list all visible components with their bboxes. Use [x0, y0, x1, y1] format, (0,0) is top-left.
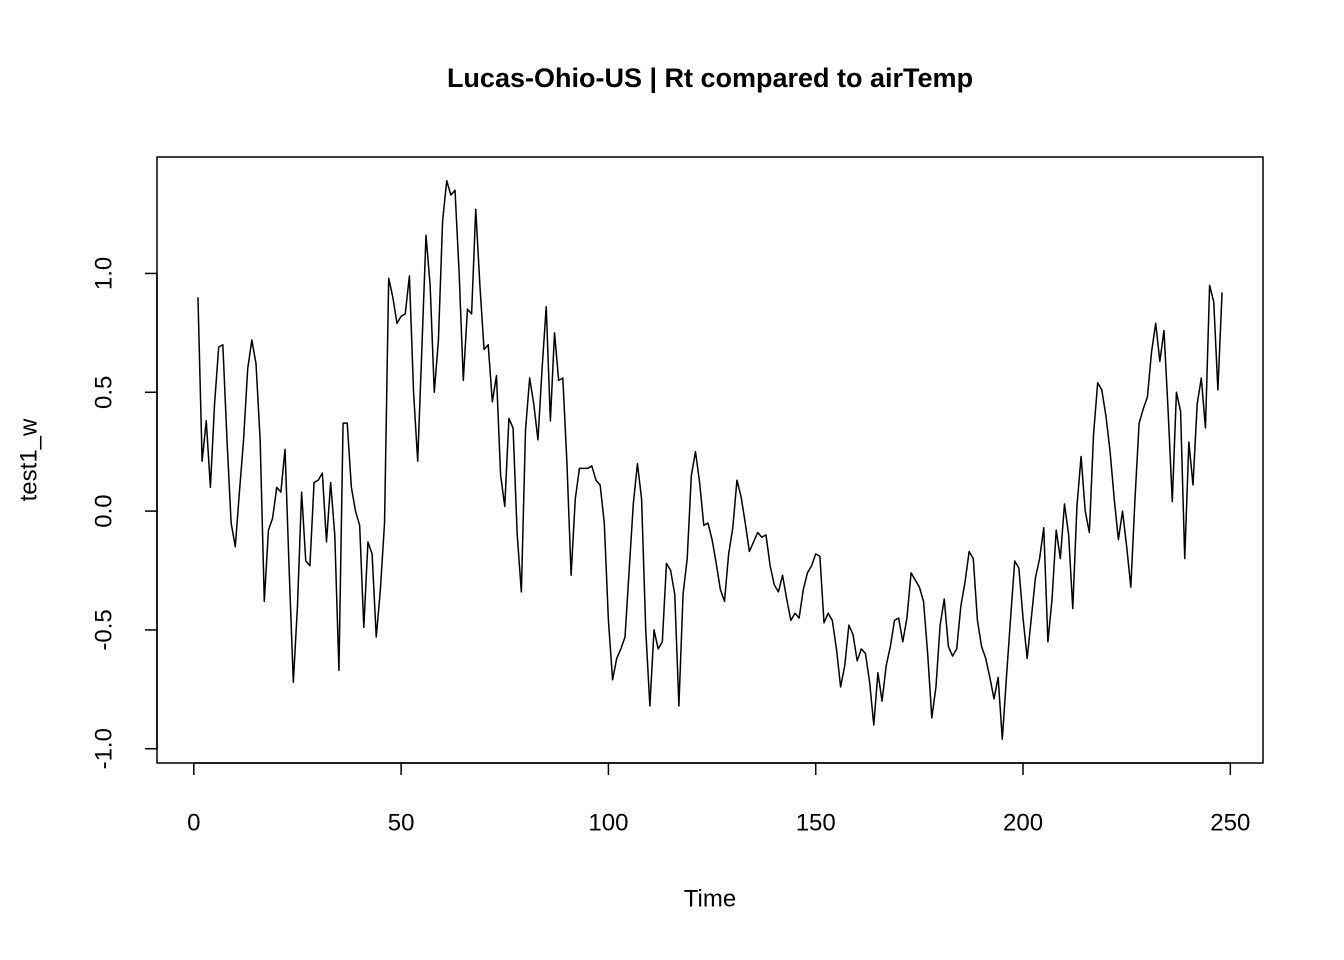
- chart-title: Lucas-Ohio-US | Rt compared to airTemp: [447, 63, 973, 93]
- y-tick-label: 0.0: [90, 494, 117, 527]
- y-tick-label: -1.0: [90, 728, 117, 769]
- y-axis-label: test1_w: [15, 418, 42, 501]
- y-tick-label: 0.5: [90, 376, 117, 409]
- x-tick-label: 200: [1003, 809, 1043, 836]
- x-tick-label: 100: [588, 809, 628, 836]
- x-axis-label: Time: [684, 885, 736, 912]
- y-tick-label: 1.0: [90, 257, 117, 290]
- plot-box: [156, 156, 1264, 764]
- x-tick-label: 250: [1210, 809, 1250, 836]
- x-tick-label: 150: [796, 809, 836, 836]
- x-tick-label: 50: [388, 809, 415, 836]
- x-tick-label: 0: [187, 809, 200, 836]
- series-line: [197, 180, 1223, 740]
- y-tick-label: -0.5: [90, 609, 117, 650]
